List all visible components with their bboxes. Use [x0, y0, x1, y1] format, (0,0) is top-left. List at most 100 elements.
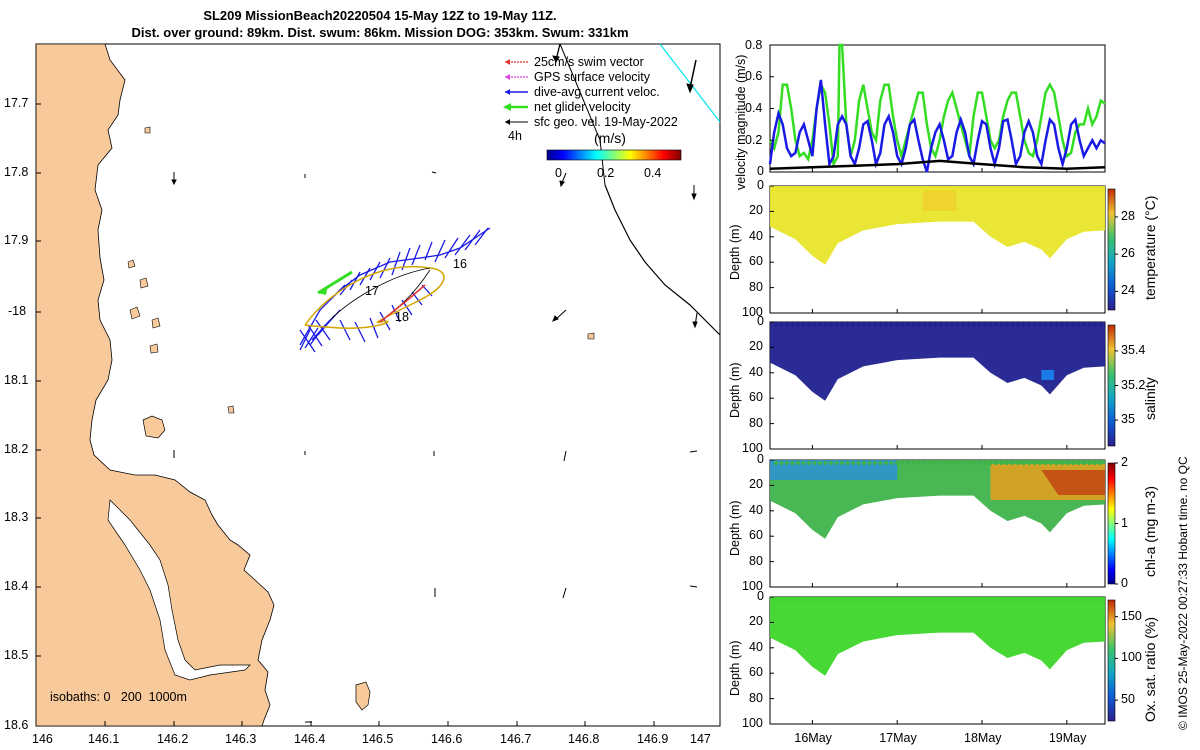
surface-sample — [1049, 187, 1053, 191]
surface-sample — [983, 187, 987, 191]
lat-tick: 17.7 — [4, 96, 29, 110]
surface-sample — [851, 461, 855, 465]
surface-sample — [1082, 187, 1086, 191]
section-panel-1 — [769, 185, 1118, 314]
surface-sample — [790, 323, 795, 327]
surface-sample — [878, 598, 883, 602]
surface-sample — [999, 323, 1004, 327]
surface-sample — [829, 323, 833, 327]
surface-sample — [961, 323, 965, 327]
depth-tick-label: 80 — [749, 415, 763, 430]
lon-tick: 146.7 — [500, 732, 532, 746]
depth-tick-label: 0 — [757, 452, 764, 466]
surface-sample — [1038, 187, 1042, 191]
lon-tick: 146.9 — [637, 732, 669, 746]
surface-sample — [955, 187, 960, 191]
map-legend-markers — [503, 59, 528, 125]
surface-sample — [1071, 187, 1075, 191]
surface-sample — [994, 323, 998, 327]
surface-sample — [977, 323, 982, 327]
depth-tick-label: 40 — [749, 228, 763, 243]
surface-sample — [1005, 187, 1009, 191]
surface-sample — [867, 598, 872, 602]
cbar-tick-label: 35 — [1121, 412, 1135, 427]
surface-sample — [1065, 598, 1070, 602]
surface-sample — [1027, 461, 1031, 465]
surface-sample — [922, 598, 927, 602]
surface-sample — [911, 323, 916, 327]
map-axes — [35, 43, 721, 727]
legend-label-gps-velocity: GPS surface velocity — [534, 70, 651, 84]
glider-track — [304, 266, 445, 329]
salinity-patch — [1041, 370, 1055, 380]
surface-sample — [911, 461, 916, 465]
depth-tick-label: 100 — [742, 579, 763, 593]
surface-sample — [1093, 598, 1097, 602]
depth-tick-label: 80 — [749, 553, 763, 568]
surface-sample — [873, 187, 877, 191]
depth-tick-label: 0 — [757, 314, 764, 328]
isobath-line — [604, 184, 721, 336]
surface-sample — [917, 187, 921, 191]
surface-sample — [1082, 461, 1086, 465]
surface-sample — [812, 187, 817, 191]
surface-sample — [1071, 461, 1075, 465]
depth-tick-label: 100 — [742, 441, 763, 455]
surface-sample — [966, 187, 971, 191]
surface-sample — [812, 461, 817, 465]
surface-sample — [1038, 323, 1042, 327]
surface-sample — [845, 323, 850, 327]
surface-sample — [829, 598, 833, 602]
surface-sample — [818, 187, 822, 191]
surface-sample — [1087, 461, 1092, 465]
surface-sample — [1021, 598, 1026, 602]
legend-label-net-glider: net glider velocity — [534, 100, 631, 114]
surface-sample — [928, 323, 932, 327]
surface-sample — [922, 323, 927, 327]
map-colorbar-tick: 0.4 — [644, 166, 662, 180]
section-fill — [770, 322, 1105, 401]
panel-colorbar — [1107, 188, 1116, 311]
cbar-tick-label: 150 — [1121, 608, 1142, 623]
surface-sample — [851, 323, 855, 327]
surface-sample — [983, 461, 987, 465]
surface-sample — [862, 187, 866, 191]
surface-sample — [840, 461, 844, 465]
surface-sample — [818, 461, 822, 465]
cbar-tick-label: 35.2 — [1121, 377, 1146, 392]
surface-sample — [1098, 323, 1103, 327]
surface-sample — [845, 461, 850, 465]
surface-sample — [1005, 323, 1009, 327]
cbar-label-chla: chl-a (mg m-3) — [1142, 485, 1158, 577]
surface-sample — [884, 323, 888, 327]
surface-sample — [944, 461, 949, 465]
surface-sample — [1065, 187, 1070, 191]
surface-sample — [966, 323, 971, 327]
surface-sample — [862, 323, 866, 327]
map-island — [227, 405, 235, 414]
surface-sample — [895, 598, 899, 602]
surface-sample — [807, 598, 811, 602]
cbar-tick-label: 1 — [1121, 515, 1128, 530]
surface-sample — [1049, 598, 1053, 602]
depth-tick-label: 60 — [749, 390, 763, 405]
isobath-line-2 — [559, 43, 606, 186]
lat-tick: 18.2 — [4, 442, 29, 456]
lon-tick: 146.4 — [294, 732, 326, 746]
legend-label-sfc-geo: sfc geo. vel. 19-May-2022 — [534, 115, 678, 129]
surface-sample — [933, 461, 938, 465]
surface-sample — [977, 187, 982, 191]
lat-tick: 18.5 — [4, 648, 29, 662]
lon-tick: 146.2 — [157, 732, 189, 746]
surface-sample — [906, 187, 910, 191]
depth-tick-label: 60 — [749, 665, 763, 680]
lon-tick: 146.6 — [431, 732, 463, 746]
surface-sample — [878, 461, 883, 465]
surface-sample — [807, 461, 811, 465]
surface-sample — [911, 187, 916, 191]
map-island — [142, 415, 166, 439]
surface-sample — [779, 187, 784, 191]
surface-sample — [889, 598, 894, 602]
section-panel-3 — [769, 459, 1118, 588]
lat-tick: 18.4 — [4, 579, 29, 593]
